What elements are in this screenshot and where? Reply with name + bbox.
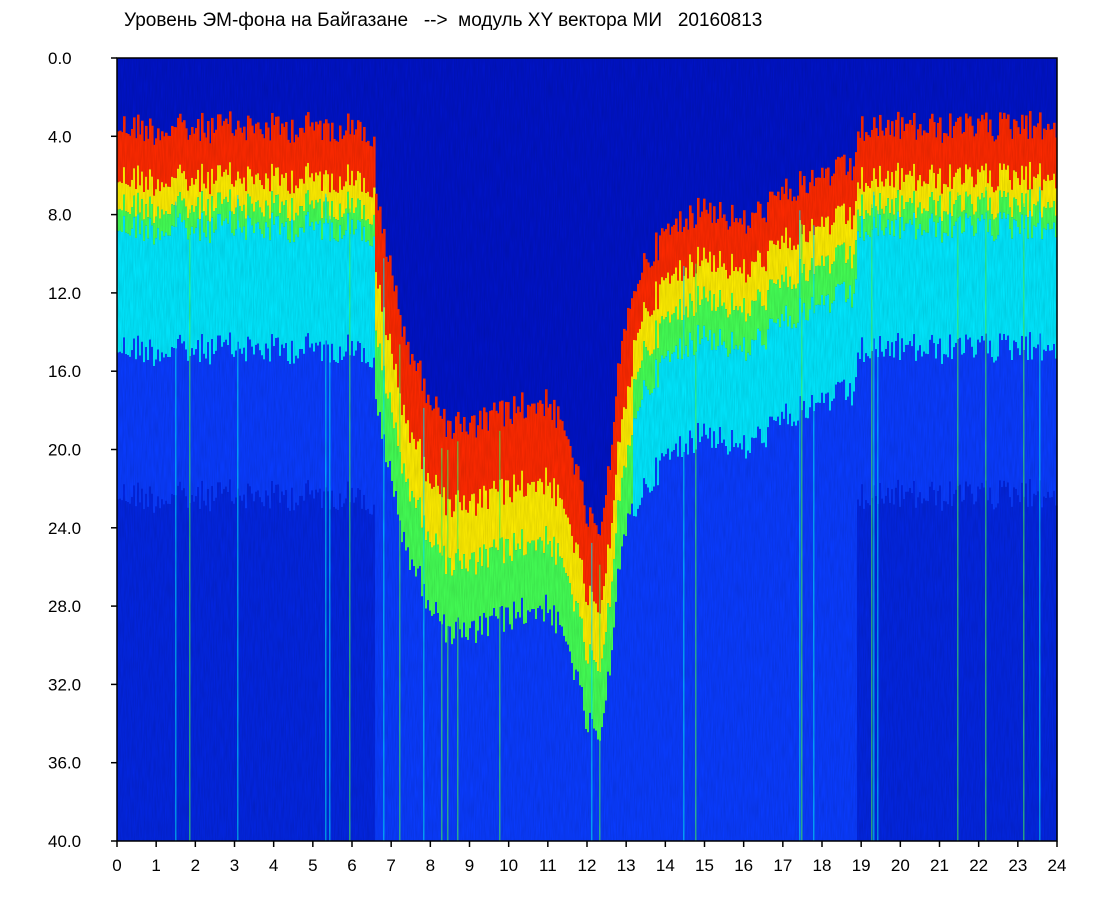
x-tick-label: 22 bbox=[969, 856, 988, 875]
heatmap-area bbox=[117, 58, 1058, 842]
heatmap-texture bbox=[117, 58, 1057, 841]
x-tick-label: 19 bbox=[852, 856, 871, 875]
y-tick-label: 36.0 bbox=[48, 754, 81, 773]
x-tick-label: 16 bbox=[734, 856, 753, 875]
x-tick-label: 8 bbox=[426, 856, 435, 875]
x-tick-label: 23 bbox=[1008, 856, 1027, 875]
x-tick-label: 6 bbox=[347, 856, 356, 875]
y-tick-label: 20.0 bbox=[48, 441, 81, 460]
x-tick-label: 15 bbox=[695, 856, 714, 875]
x-tick-label: 9 bbox=[465, 856, 474, 875]
y-tick-label: 24.0 bbox=[48, 519, 81, 538]
y-tick-label: 32.0 bbox=[48, 675, 81, 694]
chart-title: Уровень ЭМ-фона на Байгазане --> модуль … bbox=[124, 10, 763, 31]
x-tick-label: 14 bbox=[656, 856, 675, 875]
x-tick-label: 0 bbox=[112, 856, 121, 875]
x-tick-label: 17 bbox=[773, 856, 792, 875]
y-tick-label: 28.0 bbox=[48, 597, 81, 616]
y-tick-label: 16.0 bbox=[48, 362, 81, 381]
x-tick-label: 12 bbox=[578, 856, 597, 875]
x-tick-label: 2 bbox=[191, 856, 200, 875]
x-tick-label: 7 bbox=[386, 856, 395, 875]
y-tick-label: 12.0 bbox=[48, 284, 81, 303]
x-tick-label: 21 bbox=[930, 856, 949, 875]
x-tick-label: 3 bbox=[230, 856, 239, 875]
y-tick-label: 8.0 bbox=[48, 206, 72, 225]
x-tick-label: 5 bbox=[308, 856, 317, 875]
x-tick-label: 1 bbox=[151, 856, 160, 875]
x-tick-label: 13 bbox=[617, 856, 636, 875]
x-tick-label: 10 bbox=[499, 856, 518, 875]
x-tick-label: 4 bbox=[269, 856, 278, 875]
x-tick-label: 11 bbox=[539, 856, 557, 875]
y-tick-label: 40.0 bbox=[48, 832, 81, 851]
axes: 0.0 4.0 8.0 12.0 16.0 20.0 24.0 28.0 32.0 36.0 40.… bbox=[48, 49, 1066, 875]
x-tick-label: 24 bbox=[1048, 856, 1067, 875]
x-tick-label: 20 bbox=[891, 856, 910, 875]
x-tick-label: 18 bbox=[813, 856, 832, 875]
y-tick-label: 0.0 bbox=[48, 49, 72, 68]
y-tick-label: 4.0 bbox=[48, 127, 72, 146]
